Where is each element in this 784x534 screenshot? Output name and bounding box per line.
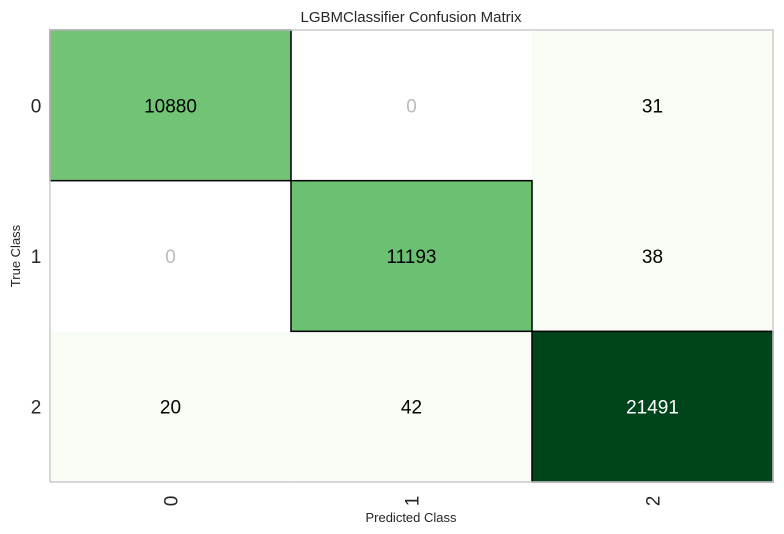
cell-value-1-1: 11193 bbox=[386, 247, 436, 268]
x-tick-0: 0 bbox=[162, 496, 183, 507]
heatmap-cell-2-1 bbox=[290, 331, 533, 483]
y-tick-labels: 0 1 2 bbox=[31, 96, 42, 418]
y-tick-0: 0 bbox=[31, 96, 42, 117]
x-axis-label: Predicted Class bbox=[365, 510, 457, 525]
heatmap-cell-1-1 bbox=[290, 180, 533, 332]
cell-value-2-2: 21491 bbox=[626, 398, 679, 419]
heatmap-cell-1-0 bbox=[49, 180, 292, 332]
y-axis-label: True Class bbox=[8, 224, 23, 287]
x-tick-2: 2 bbox=[644, 496, 665, 507]
y-tick-2: 2 bbox=[31, 398, 42, 419]
x-tick-1: 1 bbox=[403, 496, 424, 507]
x-tick-labels: 0 1 2 bbox=[162, 496, 665, 507]
heatmap-cell-0-0 bbox=[49, 29, 292, 181]
plot-frame bbox=[49, 29, 774, 483]
chart-title: LGBMClassifier Confusion Matrix bbox=[301, 9, 522, 26]
heatmap-cell-0-1 bbox=[290, 29, 533, 181]
cell-value-0-2: 31 bbox=[642, 96, 663, 117]
cell-value-0-1: 0 bbox=[406, 96, 417, 117]
heatmap-cell-2-0 bbox=[49, 331, 292, 483]
cell-value-2-0: 20 bbox=[160, 398, 181, 419]
heatmap-cells bbox=[49, 29, 774, 483]
cell-value-labels: 10880 0 31 0 11193 38 20 42 21491 bbox=[144, 96, 679, 418]
y-tick-1: 1 bbox=[31, 247, 42, 268]
cell-value-1-0: 0 bbox=[165, 247, 176, 268]
cell-value-2-1: 42 bbox=[401, 398, 422, 419]
cell-value-1-2: 38 bbox=[642, 247, 663, 268]
heatmap-cell-1-2 bbox=[531, 180, 774, 332]
cell-value-0-0: 10880 bbox=[144, 96, 197, 117]
diagonal-outline-1 bbox=[290, 179, 533, 333]
